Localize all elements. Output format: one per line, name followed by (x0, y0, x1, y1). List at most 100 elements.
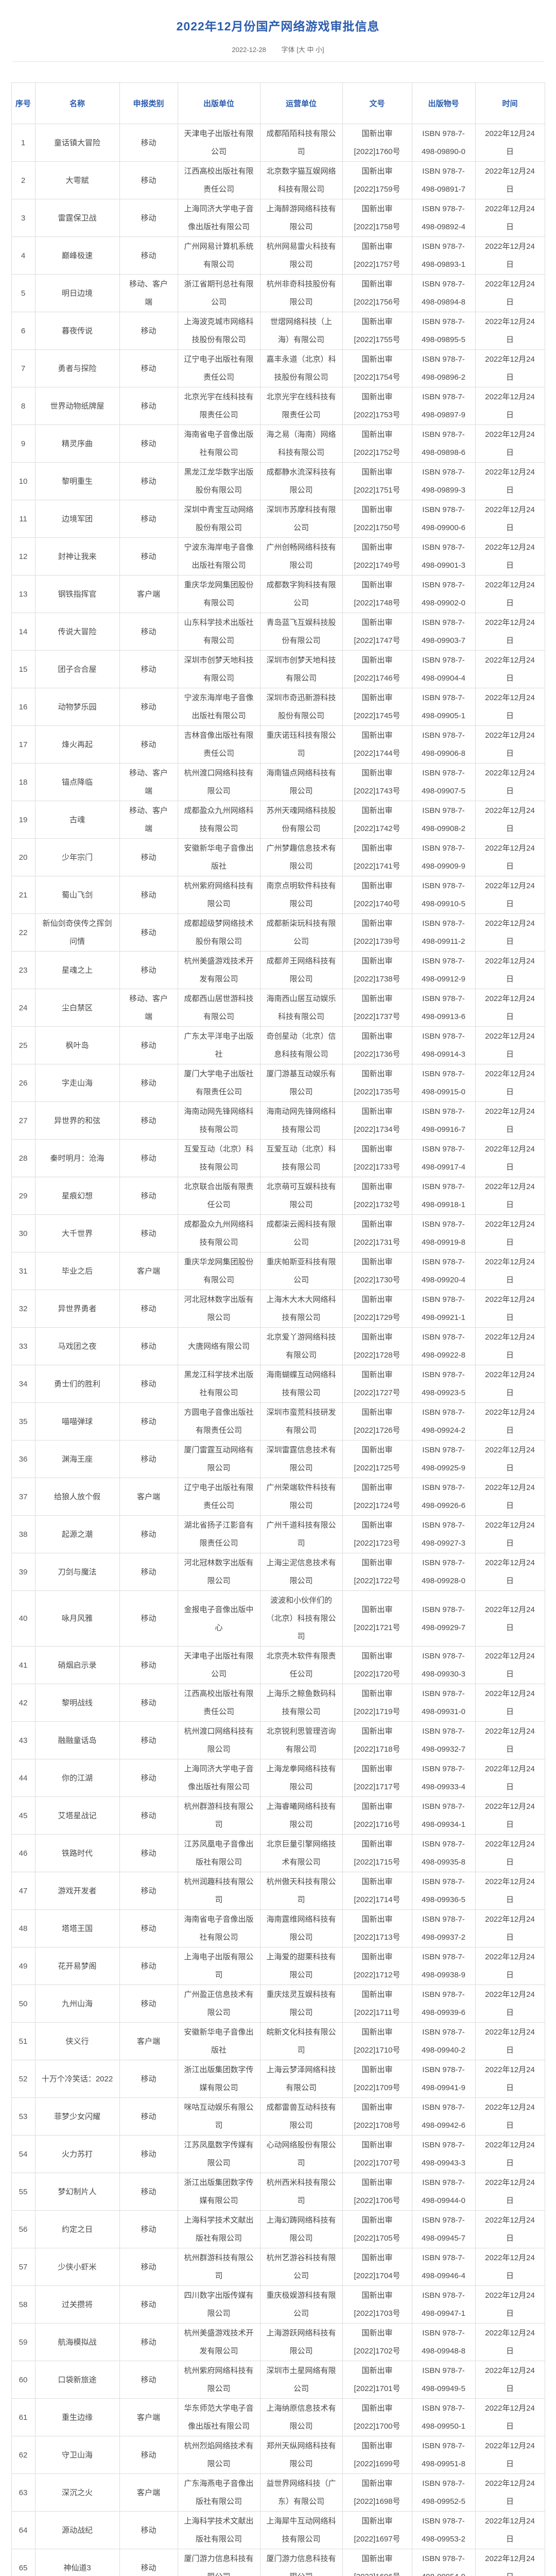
col-isbn: ISBN 978-7-498-09910-5 (411, 876, 476, 914)
col-doc-number: 国新出审[2022]1742号 (342, 801, 412, 839)
col-operator: 重庆帕斯亚科技有限公司 (259, 1252, 343, 1290)
col-date: 2022年12月24日 (475, 236, 545, 275)
publish-date: 2022-12-28 (232, 46, 266, 54)
table-header-row: 序号 名称 申报类别 出版单位 运营单位 文号 出版物号 时间 (11, 82, 545, 124)
col-doc-number: 国新出审[2022]1726号 (342, 1402, 412, 1440)
col-date: 2022年12月24日 (475, 1365, 545, 1403)
col-index: 11 (11, 500, 36, 538)
col-name: 尘白禁区 (34, 989, 120, 1027)
col-isbn: ISBN 978-7-498-09901-3 (411, 537, 476, 575)
col-category: 移动 (119, 1834, 178, 1872)
col-doc-number: 国新出审[2022]1752号 (342, 425, 412, 463)
col-index: 49 (11, 1947, 36, 1985)
col-date: 2022年12月24日 (475, 613, 545, 651)
col-isbn: ISBN 978-7-498-09938-9 (411, 1947, 476, 1985)
col-doc-number: 国新出审[2022]1741号 (342, 838, 412, 876)
table-row: 62 守卫山海 移动 杭州烈焰网络技术有限公司 郑州天纵网络科技有限公司 国新出审[202… (11, 2436, 545, 2474)
header-col-operator: 运营单位 (259, 82, 343, 124)
col-category: 移动 (119, 1646, 178, 1684)
col-index: 64 (11, 2511, 36, 2549)
col-operator: 上海云梦泽网络科技有限公司 (259, 2060, 343, 2098)
col-isbn: ISBN 978-7-498-09907-5 (411, 763, 476, 801)
col-name: 边境军团 (34, 500, 120, 538)
col-category: 移动 (119, 2060, 178, 2098)
table-row: 20 少年宗门 移动 安徽新华电子音像出版社 广州梦趣信息技术有限公司 国新出审[2022… (11, 838, 545, 876)
col-index: 8 (11, 387, 36, 425)
col-index: 1 (11, 124, 36, 162)
col-date: 2022年12月24日 (475, 913, 545, 952)
col-publisher: 厦门雷霆互动网络有限公司 (177, 1440, 260, 1478)
col-publisher: 海南动网先锋网络科技有限公司 (177, 1101, 260, 1140)
header-col-date: 时间 (475, 82, 545, 124)
table-row: 30 大千世界 移动 成都盈众九州网络科技有限公司 成都柒云阁科技有限公司 国新出审[20… (11, 1214, 545, 1252)
col-category: 移动 (119, 2135, 178, 2173)
col-isbn: ISBN 978-7-498-09924-2 (411, 1402, 476, 1440)
col-name: 重生边缘 (34, 2398, 120, 2436)
table-row: 12 封神让我来 移动 宁波东海岸电子音像出版社有限公司 广州创畅网络科技有限公司 国新出… (11, 537, 545, 575)
col-isbn: ISBN 978-7-498-09912-9 (411, 951, 476, 989)
col-operator: 厦门游基互动娱乐有限公司 (259, 1064, 343, 1102)
col-date: 2022年12月24日 (475, 1872, 545, 1910)
col-doc-number: 国新出审[2022]1707号 (342, 2135, 412, 2173)
col-name: 融融童话岛 (34, 1721, 120, 1759)
table-row: 40 咏月风雅 移动 金报电子音像出版中心 波波和小伙伴们的（北京）科技有限公司 国新出审… (11, 1590, 545, 1647)
col-name: 菲梦少女闪耀 (34, 2097, 120, 2136)
col-publisher: 金报电子音像出版中心 (177, 1590, 260, 1647)
col-publisher: 江西高校出版社有限责任公司 (177, 161, 260, 199)
col-category: 移动 (119, 537, 178, 575)
col-doc-number: 国新出审[2022]1721号 (342, 1590, 412, 1647)
col-category: 移动 (119, 312, 178, 350)
col-category: 移动 (119, 1290, 178, 1328)
table-row: 4 巅峰极速 移动 广州网易计算机系统有限公司 杭州网易雷火科技有限公司 国新出审[202… (11, 236, 545, 275)
font-size-switcher[interactable]: 字体 [大 中 小] (281, 46, 324, 54)
col-date: 2022年12月24日 (475, 199, 545, 237)
col-operator: 深圳市奇迅新游科技股份有限公司 (259, 688, 343, 726)
col-operator: 成都静水流深科技有限公司 (259, 462, 343, 500)
col-doc-number: 国新出审[2022]1717号 (342, 1759, 412, 1797)
col-doc-number: 国新出审[2022]1725号 (342, 1440, 412, 1478)
col-publisher: 海南省电子音像出版社有限公司 (177, 425, 260, 463)
col-date: 2022年12月24日 (475, 2173, 545, 2211)
col-isbn: ISBN 978-7-498-09922-8 (411, 1327, 476, 1365)
col-doc-number: 国新出审[2022]1729号 (342, 1290, 412, 1328)
table-row: 29 星痕幻想 移动 北京联合出版有限责任公司 北京萌可互娱科技有限公司 国新出审[202… (11, 1177, 545, 1215)
col-publisher: 河北冠林数字出版有限公司 (177, 1553, 260, 1591)
col-index: 35 (11, 1402, 36, 1440)
col-name: 新仙剑奇侠传之挥剑问情 (34, 913, 120, 952)
col-index: 34 (11, 1365, 36, 1403)
col-date: 2022年12月24日 (475, 1478, 545, 1516)
col-index: 58 (11, 2285, 36, 2324)
col-isbn: ISBN 978-7-498-09934-1 (411, 1797, 476, 1835)
col-operator: 广州千道科技有限公司 (259, 1515, 343, 1553)
col-index: 54 (11, 2135, 36, 2173)
col-name: 精灵序曲 (34, 425, 120, 463)
col-name: 雷霆保卫战 (34, 199, 120, 237)
col-category: 客户端 (119, 2022, 178, 2060)
col-doc-number: 国新出审[2022]1709号 (342, 2060, 412, 2098)
col-isbn: ISBN 978-7-498-09898-6 (411, 425, 476, 463)
col-doc-number: 国新出审[2022]1706号 (342, 2173, 412, 2211)
col-operator: 深圳市苏摩科技有限公司 (259, 500, 343, 538)
col-publisher: 深圳中青宝互动网络股份有限公司 (177, 500, 260, 538)
col-category: 移动 (119, 1064, 178, 1102)
col-operator: 北京光宇在线科技有限责任公司 (259, 387, 343, 425)
col-index: 18 (11, 763, 36, 801)
col-name: 枫叶岛 (34, 1026, 120, 1064)
col-index: 20 (11, 838, 36, 876)
table-row: 33 马戏团之夜 移动 大唐网络有限公司 北京爱丫游网络科技有限公司 国新出审[2022]… (11, 1327, 545, 1365)
col-name: 神仙道3 (34, 2549, 120, 2576)
col-doc-number: 国新出审[2022]1731号 (342, 1214, 412, 1252)
col-isbn: ISBN 978-7-498-09920-4 (411, 1252, 476, 1290)
col-name: 九州山海 (34, 1985, 120, 2023)
col-index: 5 (11, 274, 36, 312)
col-name: 咏月风雅 (34, 1590, 120, 1647)
col-publisher: 互爱互动（北京）科技有限公司 (177, 1139, 260, 1177)
col-doc-number: 国新出审[2022]1738号 (342, 951, 412, 989)
col-date: 2022年12月24日 (475, 1947, 545, 1985)
col-category: 移动 (119, 1101, 178, 1140)
table-row: 65神仙道3移动厦门游力信息科技有限公司厦门游力信息科技有限公司国新出审[202… (11, 2549, 545, 2576)
col-doc-number: 国新出审[2022]1728号 (342, 1327, 412, 1365)
col-name: 喵喵弹球 (34, 1402, 120, 1440)
col-index: 57 (11, 2248, 36, 2286)
col-publisher: 重庆华龙网集团股份有限公司 (177, 575, 260, 613)
